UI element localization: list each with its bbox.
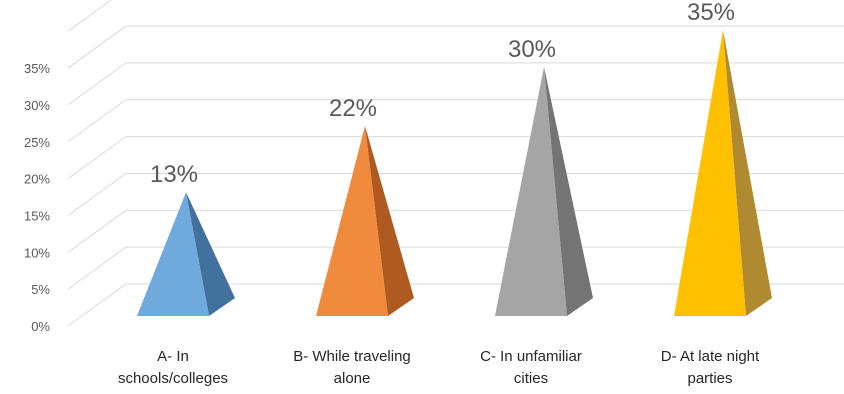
pyramid-side-face <box>544 66 593 317</box>
data-label: 22% <box>329 95 377 122</box>
pyramid-front-face <box>674 30 746 317</box>
pyramid-bar <box>495 66 593 317</box>
y-tick-label: 30% <box>24 98 50 113</box>
gridline <box>67 246 844 290</box>
y-tick-label: 25% <box>24 135 50 150</box>
y-tick-label: 35% <box>24 61 50 76</box>
y-axis-tick-labels: 0% 5% 10% 15% 20% 25% 30% 35% <box>24 61 50 334</box>
pyramid-front-face <box>495 66 567 317</box>
gridline <box>67 136 844 180</box>
pyramid-side-face <box>723 30 772 317</box>
y-tick-label: 20% <box>24 172 50 187</box>
pyramid-front-face <box>316 125 388 316</box>
data-label: 13% <box>150 161 198 188</box>
category-label: A- In schools/colleges <box>118 348 228 387</box>
y-tick-label: 10% <box>24 245 50 260</box>
y-tick-label: 0% <box>31 319 50 334</box>
gridline <box>67 209 844 253</box>
gridline <box>67 172 844 216</box>
gridline <box>67 283 844 327</box>
pyramid-bar <box>316 125 414 316</box>
category-label: C- In unfamiliar cities <box>480 348 582 387</box>
gridline <box>67 62 844 106</box>
data-label: 35% <box>687 0 735 26</box>
y-tick-label: 5% <box>31 282 50 297</box>
pyramid-front-face <box>137 192 209 316</box>
pyramid-side-face <box>365 125 414 316</box>
category-label: B- While traveling alone <box>293 348 411 387</box>
pyramid-bar <box>137 192 235 316</box>
gridlines <box>67 0 844 327</box>
data-label: 30% <box>508 36 556 63</box>
category-labels: A- In schools/colleges B- While traveling a… <box>118 348 760 387</box>
pyramid-side-face <box>186 192 235 316</box>
category-label: D- At late night parties <box>661 348 760 387</box>
y-tick-label: 15% <box>24 208 50 223</box>
data-labels: 13% 22% 30% 35% <box>150 0 735 188</box>
gridline <box>67 0 112 32</box>
gridline <box>67 99 844 143</box>
pyramid-bar <box>674 30 772 317</box>
gridline <box>67 25 844 69</box>
pyramids <box>137 30 772 317</box>
